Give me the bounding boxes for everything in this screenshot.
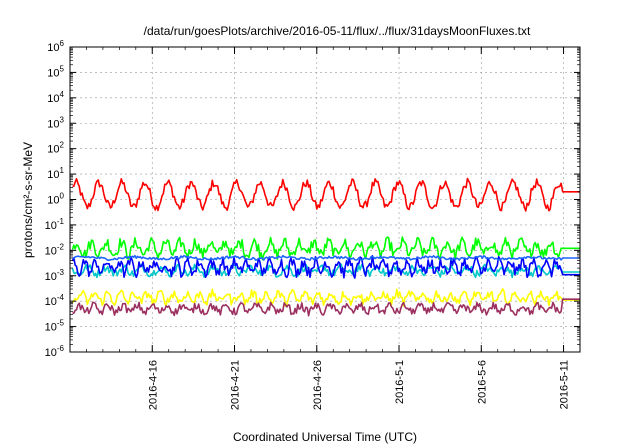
x-ticks: 2016-4-16 2016-4-21 2016-4-26 2016-5-1 2016-… (86, 47, 571, 410)
y-tick-label: 10-3 (45, 268, 65, 283)
series-line (71, 255, 580, 279)
y-tick-label: 10-1 (45, 217, 65, 232)
x-axis-label: Coordinated Universal Time (UTC) (233, 430, 417, 444)
x-tick-label: 2016-4-21 (230, 360, 242, 410)
y-ticks: 10-6 10-5 10-4 10-3 10-2 10-1 100 101 102 103 104 1… (45, 39, 580, 359)
y-tick-label: 10-4 (45, 293, 65, 308)
chart-title: /data/run/goesPlots/archive/2016-05-11/f… (144, 24, 531, 38)
y-tick-label: 103 (47, 115, 64, 130)
series-line (71, 236, 580, 261)
y-axis-label: protons/cm²-s-sr-MeV (21, 142, 35, 258)
y-tick-label: 100 (47, 192, 64, 207)
series-layer (71, 177, 580, 317)
series-line (72, 177, 580, 212)
y-tick-label: 101 (47, 166, 64, 181)
y-tick-label: 102 (47, 141, 64, 156)
x-tick-label: 2016-5-6 (476, 360, 488, 404)
series-line (72, 254, 580, 262)
grid (70, 47, 580, 352)
y-tick-label: 105 (47, 64, 64, 79)
series-line (71, 287, 580, 308)
x-tick-label: 2016-4-16 (147, 360, 159, 410)
y-tick-label: 106 (47, 39, 64, 54)
y-tick-label: 10-2 (45, 242, 65, 257)
y-tick-label: 104 (47, 90, 64, 105)
x-tick-label: 2016-5-1 (394, 360, 406, 404)
y-tick-label: 10-6 (45, 344, 65, 359)
series-line (72, 298, 580, 317)
x-tick-label: 2016-5-11 (559, 360, 571, 409)
x-tick-label: 2016-4-26 (312, 360, 324, 410)
y-tick-label: 10-5 (45, 319, 65, 334)
